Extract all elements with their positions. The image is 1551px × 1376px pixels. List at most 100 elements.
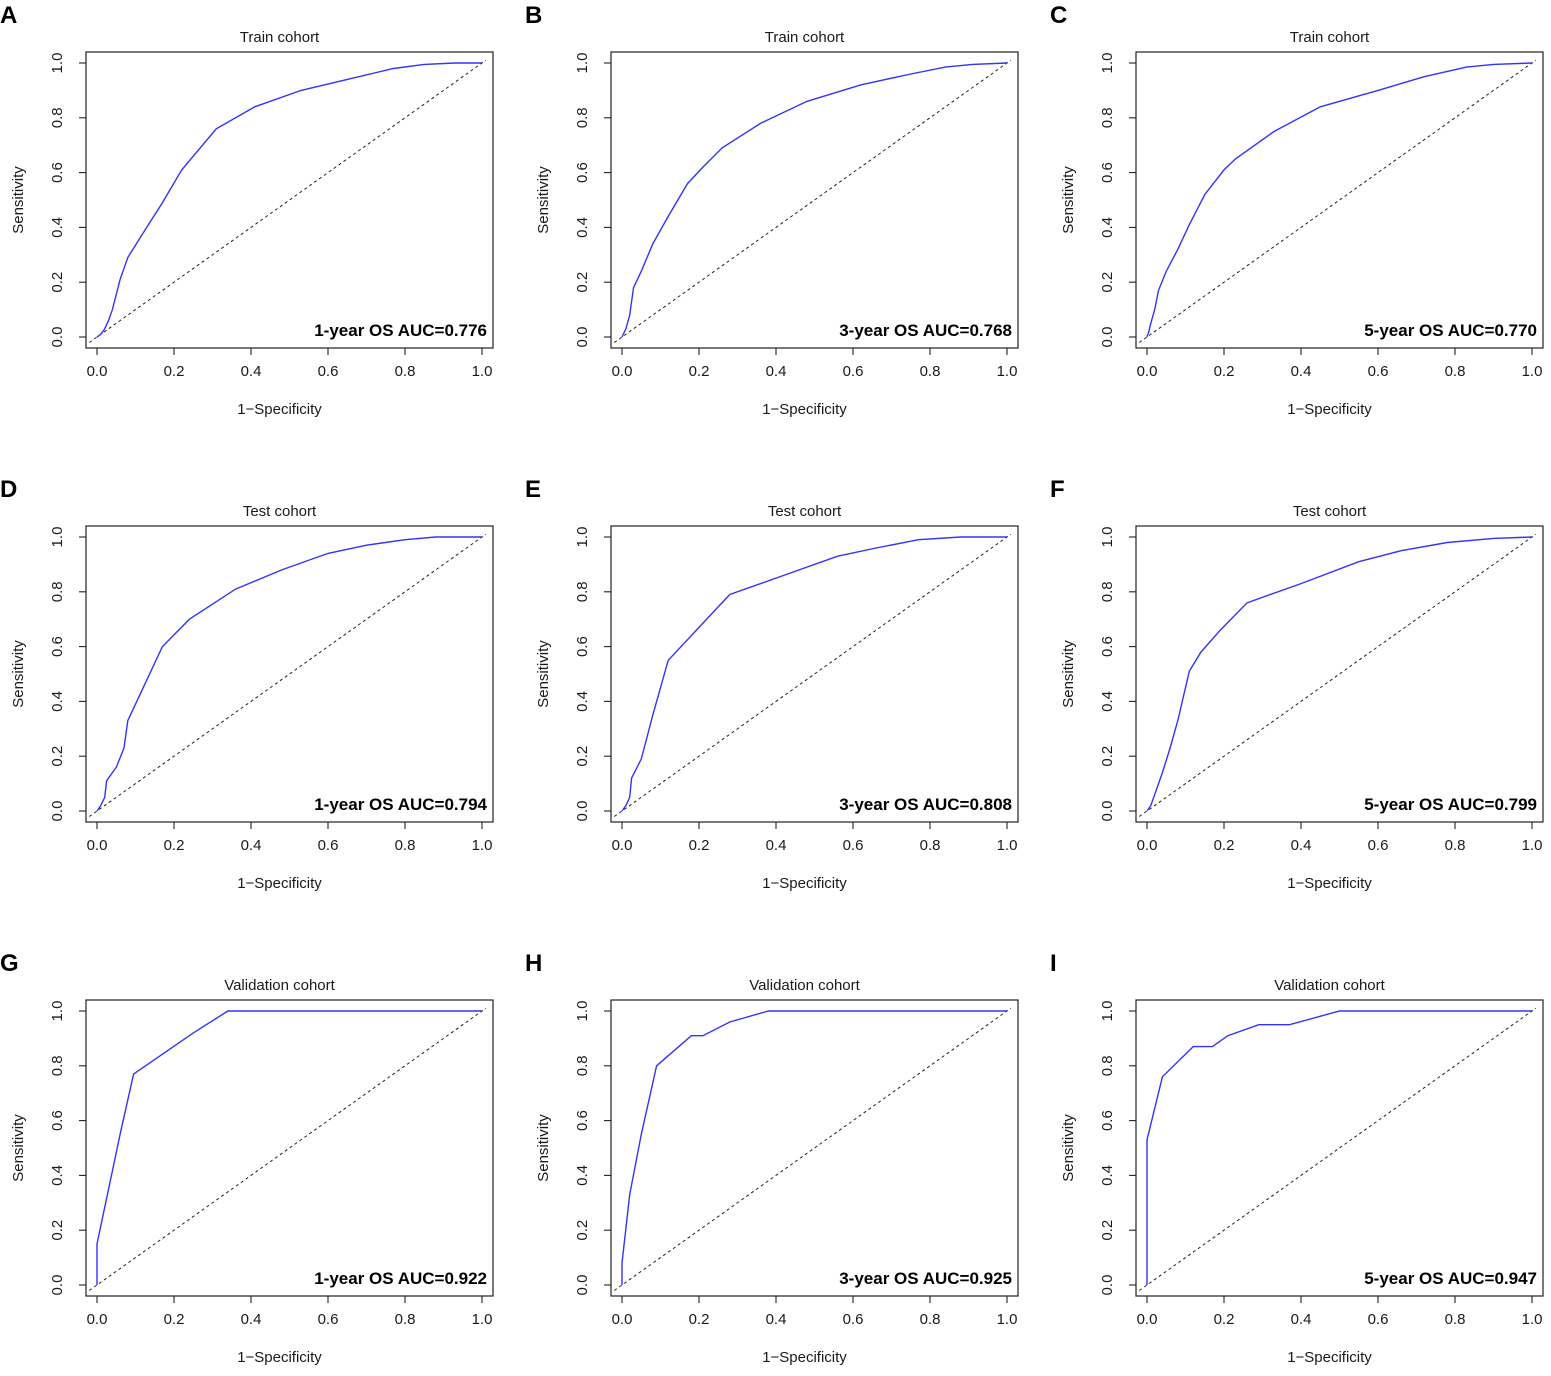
y-tick-label: 0.4 xyxy=(49,1165,66,1186)
panel-letter: I xyxy=(1050,950,1057,977)
x-axis-label: 1−Specificity xyxy=(237,875,322,892)
roc-curve-line xyxy=(1146,1010,1532,1285)
x-tick-label: 0.6 xyxy=(318,363,339,380)
y-axis-label: Sensitivity xyxy=(10,166,27,234)
plot-title: Validation cohort xyxy=(1274,977,1385,994)
auc-annotation: 5-year OS AUC=0.947 xyxy=(1364,1269,1537,1288)
roc-curve-line xyxy=(1146,536,1533,812)
roc-curve-line xyxy=(96,62,482,338)
plot-title: Test cohort xyxy=(768,503,842,520)
roc-curve-line xyxy=(621,536,1007,812)
x-tick-label: 0.4 xyxy=(1291,363,1312,380)
chart-panel-i: I Validation cohort 0.0 0.2 0.4 0.6 0.8 1.0 0.0 0… xyxy=(1050,950,1544,1366)
x-tick-label: 0.2 xyxy=(1214,1311,1235,1328)
reference-diagonal-line xyxy=(1139,1007,1537,1291)
y-tick-label: 0.4 xyxy=(574,691,591,712)
y-tick-label: 0.4 xyxy=(574,1165,591,1186)
x-tick-label: 0.2 xyxy=(689,363,710,380)
x-tick-label: 0.0 xyxy=(612,1311,633,1328)
x-tick-label: 0.2 xyxy=(689,837,710,854)
x-tick-label: 0.0 xyxy=(1137,837,1158,854)
roc-curve-line xyxy=(1146,62,1533,338)
plot-frame xyxy=(1135,999,1544,1297)
plot-frame xyxy=(610,51,1019,349)
x-tick-label: 0.8 xyxy=(1445,363,1466,380)
panel-letter: E xyxy=(525,476,541,503)
plot-frame xyxy=(85,51,494,349)
y-tick-label: 1.0 xyxy=(574,527,591,548)
x-tick-label: 0.8 xyxy=(395,837,416,854)
y-tick-label: 1.0 xyxy=(1099,53,1116,74)
x-tick-label: 1.0 xyxy=(1522,363,1543,380)
auc-annotation: 3-year OS AUC=0.768 xyxy=(839,321,1012,340)
y-tick-label: 0.4 xyxy=(1099,1165,1116,1186)
y-tick-label: 0.0 xyxy=(574,327,591,348)
y-tick-label: 0.4 xyxy=(49,217,66,238)
reference-diagonal-line xyxy=(89,1007,487,1291)
y-tick-label: 0.0 xyxy=(1099,327,1116,348)
x-tick-label: 0.6 xyxy=(1368,1311,1389,1328)
plot-frame xyxy=(610,999,1019,1297)
panel-letter: D xyxy=(0,476,17,503)
chart-panel-b: B Train cohort 0.0 0.2 0.4 0.6 0.8 1.0 0.0 0.2 0.4… xyxy=(525,2,1019,418)
x-tick-label: 0.8 xyxy=(920,363,941,380)
plot-title: Train cohort xyxy=(1290,29,1370,46)
x-tick-label: 0.0 xyxy=(1137,1311,1158,1328)
y-axis-label: Sensitivity xyxy=(10,640,27,708)
x-tick-label: 0.2 xyxy=(164,1311,185,1328)
x-tick-label: 0.6 xyxy=(843,1311,864,1328)
auc-annotation: 5-year OS AUC=0.799 xyxy=(1364,795,1537,814)
x-axis-label: 1−Specificity xyxy=(237,401,322,418)
x-tick-label: 0.4 xyxy=(241,363,262,380)
y-tick-label: 0.0 xyxy=(574,1275,591,1296)
plot-frame xyxy=(1135,525,1544,823)
x-tick-label: 0.2 xyxy=(164,363,185,380)
plot-frame xyxy=(85,999,494,1297)
panel-letter: A xyxy=(0,2,17,29)
y-tick-label: 0.2 xyxy=(1099,1220,1116,1241)
x-tick-label: 1.0 xyxy=(472,363,493,380)
plot-title: Train cohort xyxy=(765,29,845,46)
y-axis-label: Sensitivity xyxy=(535,166,552,234)
y-tick-label: 0.6 xyxy=(1099,636,1116,657)
reference-diagonal-line xyxy=(614,59,1012,343)
y-tick-label: 0.8 xyxy=(49,581,66,602)
x-tick-label: 0.0 xyxy=(87,837,108,854)
panel-letter: H xyxy=(525,950,542,977)
y-tick-label: 1.0 xyxy=(574,53,591,74)
roc-curve-line xyxy=(96,1010,482,1285)
x-tick-label: 0.6 xyxy=(843,837,864,854)
x-tick-label: 0.6 xyxy=(318,1311,339,1328)
y-tick-label: 0.8 xyxy=(49,1055,66,1076)
y-tick-label: 1.0 xyxy=(574,1001,591,1022)
y-tick-label: 0.8 xyxy=(574,581,591,602)
x-axis-label: 1−Specificity xyxy=(1287,1349,1372,1366)
x-tick-label: 0.4 xyxy=(766,363,787,380)
y-axis-label: Sensitivity xyxy=(1060,1114,1077,1182)
y-tick-label: 0.0 xyxy=(1099,801,1116,822)
x-tick-label: 0.4 xyxy=(241,837,262,854)
x-tick-label: 0.0 xyxy=(612,837,633,854)
y-axis-label: Sensitivity xyxy=(535,1114,552,1182)
chart-panel-g: G Validation cohort 0.0 0.2 0.4 0.6 0.8 1.0 0.0 0… xyxy=(0,950,494,1366)
chart-panel-d: D Test cohort 0.0 0.2 0.4 0.6 0.8 1.0 0.0 0.2 0.4 0… xyxy=(0,476,494,892)
y-tick-label: 1.0 xyxy=(1099,527,1116,548)
chart-panel-e: E Test cohort 0.0 0.2 0.4 0.6 0.8 1.0 0.0 0.2 0.4 0… xyxy=(525,476,1019,892)
x-tick-label: 0.8 xyxy=(1445,1311,1466,1328)
reference-diagonal-line xyxy=(89,59,487,343)
x-tick-label: 0.2 xyxy=(1214,837,1235,854)
x-tick-label: 0.0 xyxy=(612,363,633,380)
y-axis-label: Sensitivity xyxy=(10,1114,27,1182)
y-tick-label: 1.0 xyxy=(1099,1001,1116,1022)
x-tick-label: 0.6 xyxy=(1368,363,1389,380)
x-tick-label: 0.8 xyxy=(395,363,416,380)
x-tick-label: 0.4 xyxy=(1291,837,1312,854)
x-tick-label: 0.0 xyxy=(1137,363,1158,380)
y-tick-label: 0.6 xyxy=(1099,162,1116,183)
y-tick-label: 0.8 xyxy=(574,107,591,128)
x-tick-label: 0.4 xyxy=(1291,1311,1312,1328)
x-tick-label: 1.0 xyxy=(997,1311,1018,1328)
x-tick-label: 0.8 xyxy=(395,1311,416,1328)
y-tick-label: 0.2 xyxy=(574,1220,591,1241)
